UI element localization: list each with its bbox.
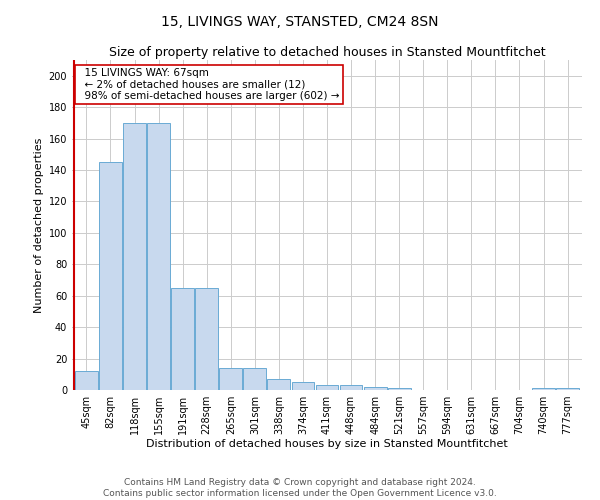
Bar [244,368,266,390]
Bar [340,386,362,390]
Y-axis label: Number of detached properties: Number of detached properties [34,138,44,312]
Bar [220,368,242,390]
Bar [99,162,122,390]
Bar [123,123,146,390]
Bar [268,379,290,390]
Bar [171,288,194,390]
Bar [388,388,410,390]
Bar [364,387,386,390]
Text: 15, LIVINGS WAY, STANSTED, CM24 8SN: 15, LIVINGS WAY, STANSTED, CM24 8SN [161,15,439,29]
Bar [195,288,218,390]
Bar [316,386,338,390]
X-axis label: Distribution of detached houses by size in Stansted Mountfitchet: Distribution of detached houses by size … [146,438,508,448]
Bar [292,382,314,390]
Text: Contains HM Land Registry data © Crown copyright and database right 2024.
Contai: Contains HM Land Registry data © Crown c… [103,478,497,498]
Bar [532,388,555,390]
Bar [75,371,98,390]
Bar [147,123,170,390]
Bar [556,388,579,390]
Text: 15 LIVINGS WAY: 67sqm
  ← 2% of detached houses are smaller (12)
  98% of semi-d: 15 LIVINGS WAY: 67sqm ← 2% of detached h… [78,68,340,101]
Title: Size of property relative to detached houses in Stansted Mountfitchet: Size of property relative to detached ho… [109,46,545,59]
